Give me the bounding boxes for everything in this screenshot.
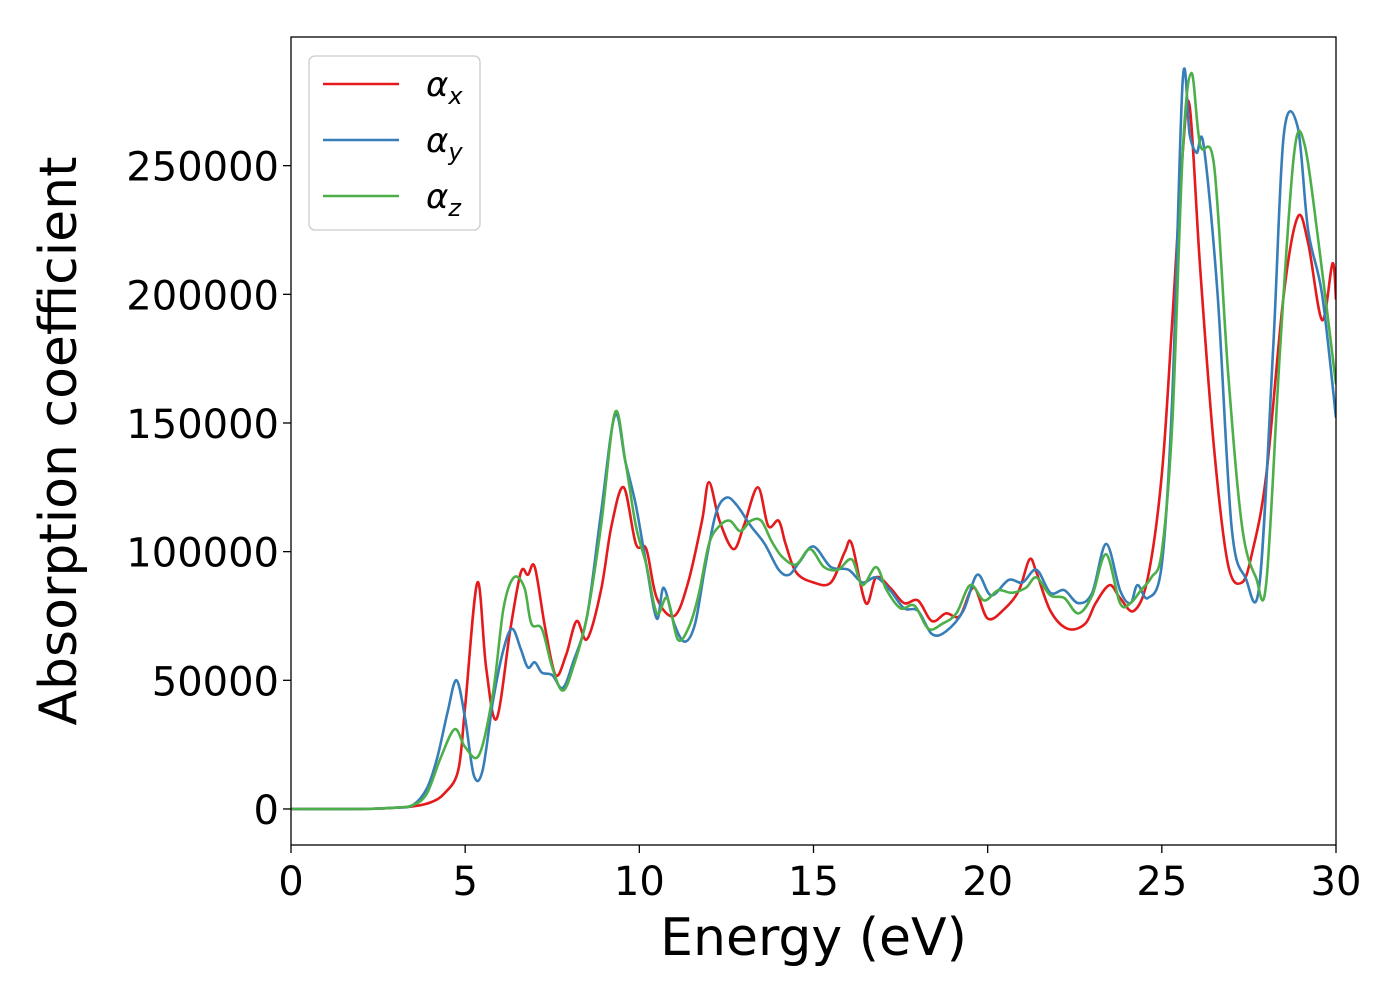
series-line-z	[291, 71, 1336, 811]
x-axis-title: Energy (eV)	[660, 908, 967, 968]
axes-layer: 0 5 10 15 20 25 30 0 50000 100000 150000 200000 2500…	[126, 145, 1361, 905]
x-tick-label-30: 30	[1311, 859, 1362, 905]
x-tick-label-25: 25	[1136, 859, 1187, 905]
legend-label-y: αy	[426, 121, 463, 166]
y-tick-label-200000: 200000	[126, 273, 279, 319]
y-axis-title: Absorption coefficient	[29, 156, 89, 725]
y-tick-label-100000: 100000	[126, 531, 279, 577]
legend: αx αy αz	[308, 55, 481, 231]
x-tick-label-15: 15	[788, 859, 839, 905]
y-tick-label-0: 0	[254, 788, 279, 834]
legend-box	[308, 55, 481, 231]
y-tick-label-50000: 50000	[152, 659, 279, 705]
legend-label-z: αz	[426, 177, 462, 222]
series-line-y	[291, 67, 1336, 811]
y-tick-label-150000: 150000	[126, 402, 279, 448]
legend-label-x: αx	[426, 65, 463, 110]
series-line-x	[291, 99, 1336, 811]
x-tick-label-20: 20	[962, 859, 1013, 905]
series-layer	[291, 67, 1336, 811]
x-tick-label-5: 5	[452, 859, 477, 905]
y-tick-label-250000: 250000	[126, 145, 279, 191]
x-tick-label-10: 10	[614, 859, 665, 905]
x-tick-label-0: 0	[278, 859, 303, 905]
